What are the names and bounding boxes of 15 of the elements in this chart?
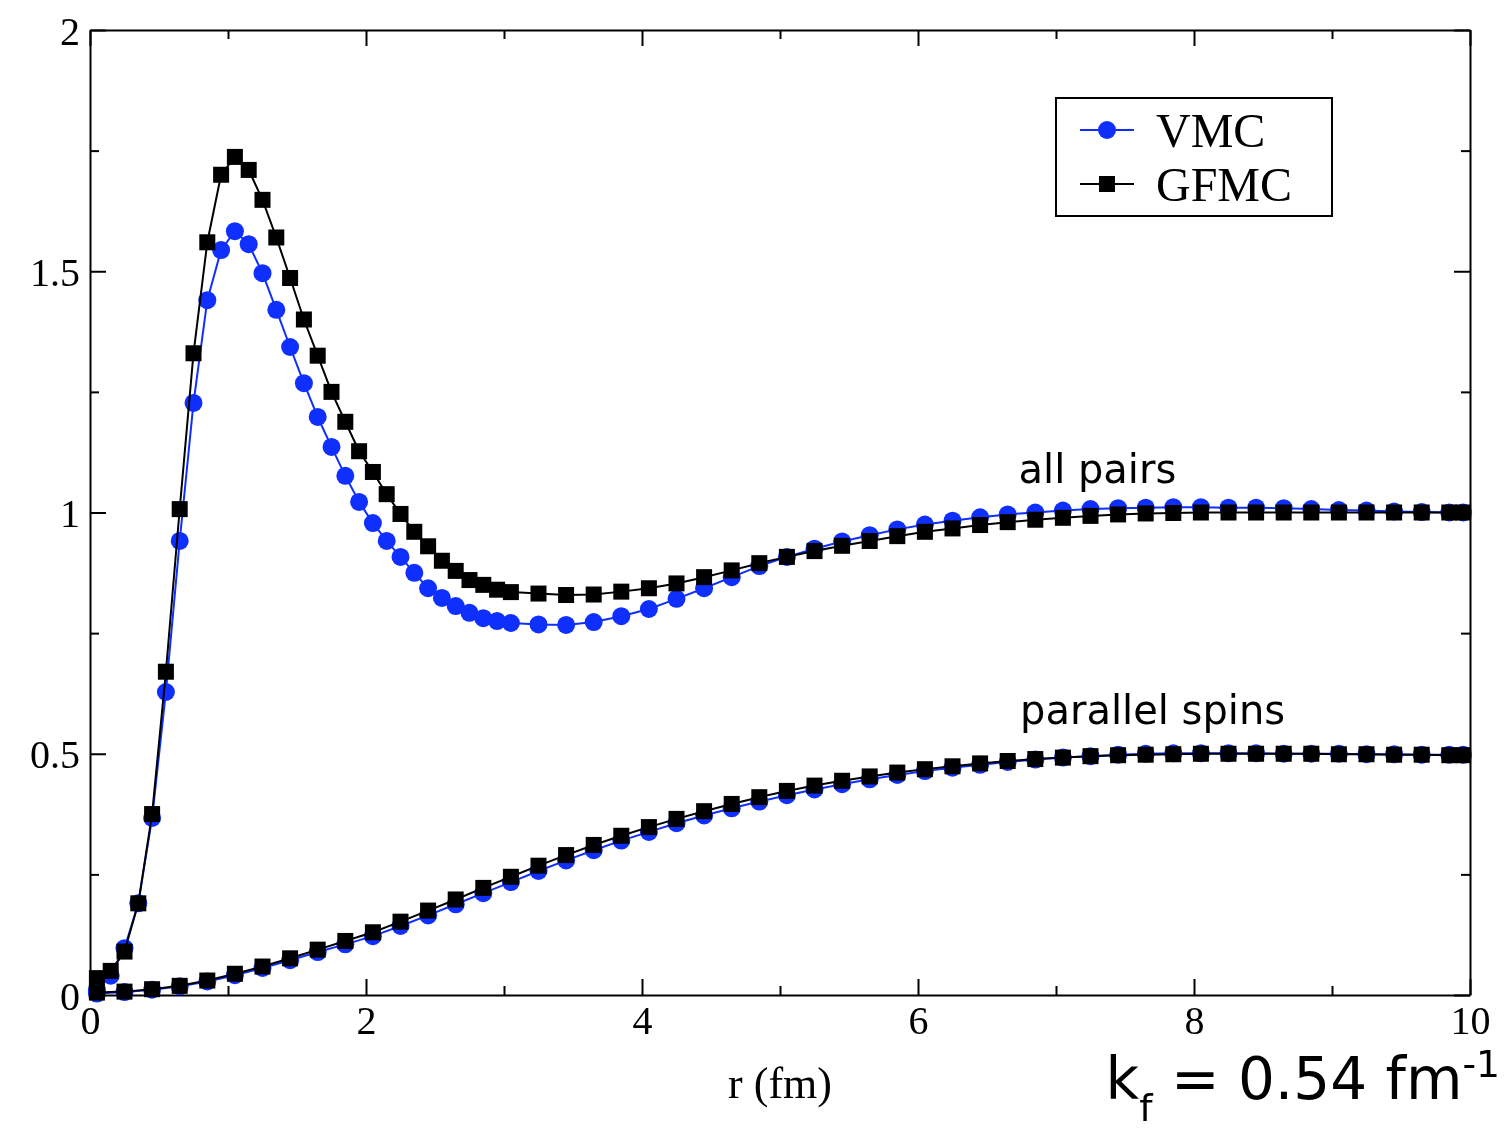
x-axis-title: r (fm) xyxy=(728,1059,832,1108)
x-tick-label: 2 xyxy=(356,997,377,1043)
y-tick-label: 1 xyxy=(60,491,80,536)
x-tick-label: 6 xyxy=(908,997,929,1043)
annotation: parallel spins xyxy=(1020,686,1286,733)
legend-label: GFMC xyxy=(1156,157,1293,211)
y-tick-label: 1.5 xyxy=(30,249,80,295)
y-tick-label: 0.5 xyxy=(30,732,80,778)
x-tick-label: 8 xyxy=(1184,997,1205,1043)
legend-label: VMC xyxy=(1156,103,1266,157)
annotation: all pairs xyxy=(1018,445,1177,492)
y-tick-label: 2 xyxy=(60,8,80,54)
text: k$_{f}$ = 0.54 fm$^{-1}$ xyxy=(1105,1042,1500,1130)
x-tick-label: 4 xyxy=(632,997,653,1043)
x-tick-label: 10 xyxy=(1450,997,1491,1043)
